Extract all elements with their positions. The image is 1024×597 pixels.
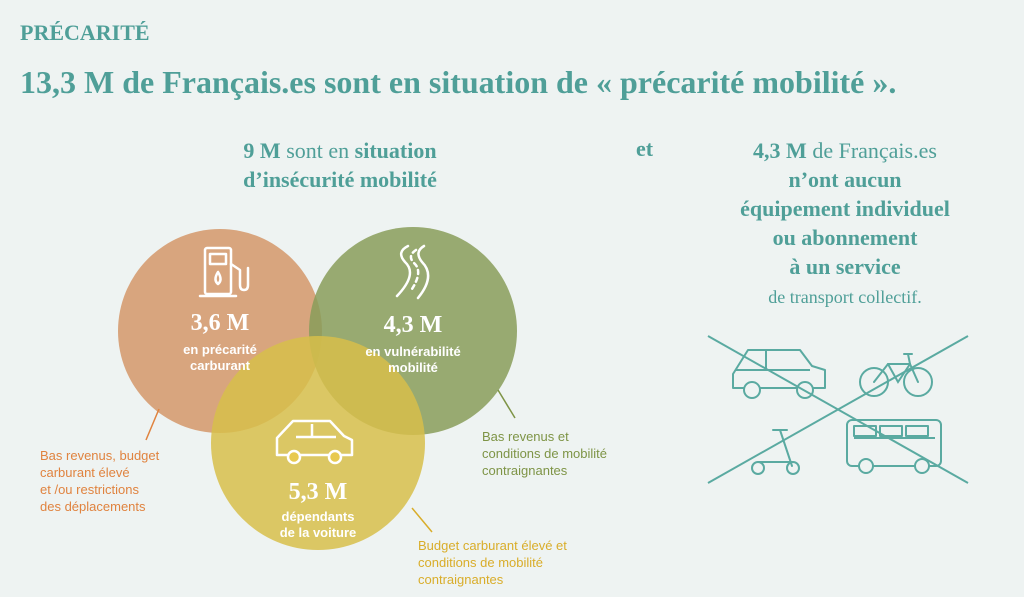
no-equipment-line3: équipement individuel <box>740 196 950 221</box>
insecurity-mid: sont en <box>280 138 355 163</box>
page-headline: 13,3 M de Français.es sont en situation … <box>20 64 897 100</box>
car-dependency-circle <box>211 336 425 550</box>
car-dependency-value: 5,3 M <box>288 479 348 505</box>
fuel-note-leader <box>145 408 160 441</box>
car-note: Budget carburant élevé et conditions de m… <box>418 538 567 587</box>
fuel-pump-icon <box>198 246 250 298</box>
no-equipment-count: 4,3 M <box>753 138 807 163</box>
insecurity-heading: 9 M sont en situation d’insécurité mobil… <box>175 136 505 194</box>
car-note-leader <box>411 507 433 533</box>
insecurity-count: 9 M <box>243 138 281 163</box>
cross-line-2 <box>707 335 969 484</box>
no-equipment-line6: de transport collectif. <box>768 287 922 307</box>
fuel-precarity-value: 3,6 M <box>190 310 250 336</box>
no-equipment-text: 4,3 M de Français.es n’ont aucun équipem… <box>680 136 1010 312</box>
transport-bus-icon <box>846 419 942 474</box>
section-kicker: PRÉCARITÉ <box>20 20 150 45</box>
car-icon <box>275 419 354 465</box>
road-icon <box>395 244 430 300</box>
no-equipment-line1: de Français.es <box>806 138 937 163</box>
fuel-precarity-label: en précarité carburant <box>183 342 257 373</box>
vulnerability-note: Bas revenus et conditions de mobilité cont… <box>482 429 608 478</box>
insecurity-bold1: situation <box>354 138 437 163</box>
mobility-vulnerability-value: 4,3 M <box>383 312 443 338</box>
mobility-vulnerability-label: en vulnérabilité mobilité <box>365 344 461 375</box>
no-equipment-line5: à un service <box>789 254 901 279</box>
no-equipment-line4: ou abonnement <box>772 225 918 250</box>
vulnerability-note-leader <box>497 389 516 419</box>
car-dependency-label: dépendants de la voiture <box>279 509 357 540</box>
fuel-note: Bas revenus, budget carburant élevé et /ou… <box>40 448 160 514</box>
transport-bicycle-icon <box>859 353 933 397</box>
insecurity-bold2: d’insécurité mobilité <box>243 167 437 192</box>
connector-word: et <box>636 136 654 161</box>
transport-scooter-icon <box>751 429 800 475</box>
no-equipment-line2: n’ont aucun <box>788 167 902 192</box>
